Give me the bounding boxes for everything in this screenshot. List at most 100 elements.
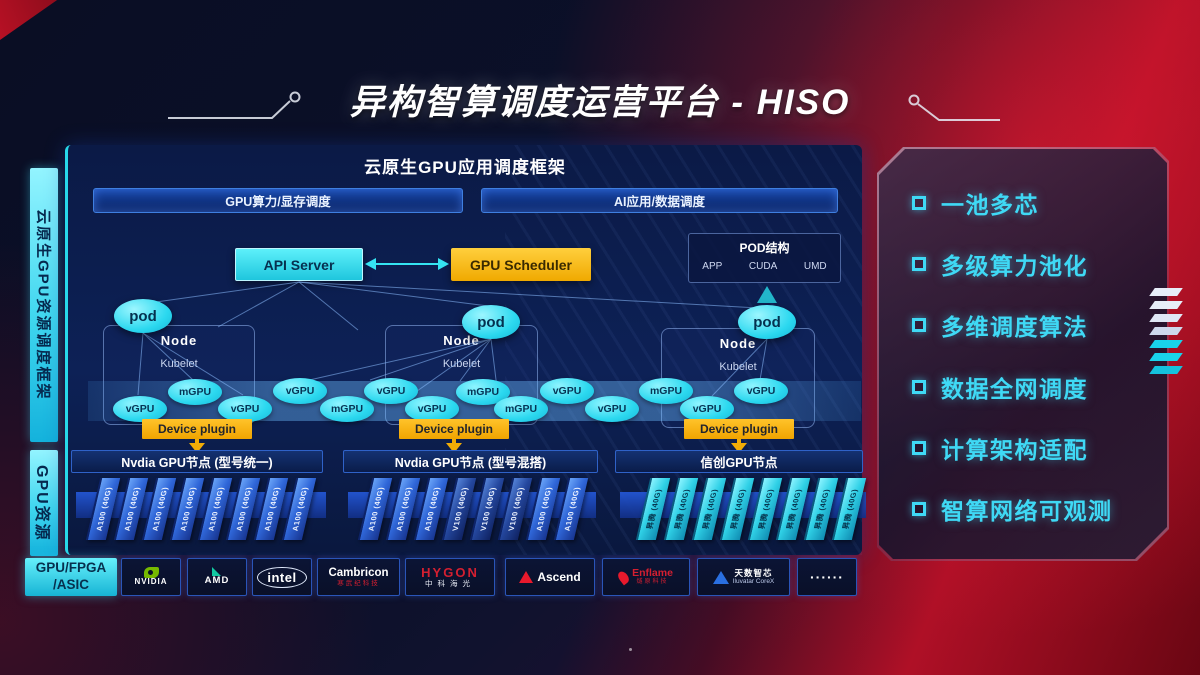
amd-icon [212,567,222,577]
feature-label: 数据全网调度 [941,375,1088,402]
gpu-card-label: A100 (40G) [290,486,310,532]
vendor-subname: 燧原科技 [636,579,669,586]
square-bullet-icon [912,440,926,455]
gpu-card-label: A100 (40G) [366,486,386,532]
feature-item: 多级算力池化 [912,247,1162,281]
gpu-card-label: 昇腾 (40G) [700,488,720,530]
gpu-card-label: A100 (40G) [234,486,254,532]
gpu-card-label: V100 (40G) [506,487,526,531]
vendor-name: Ascend [537,570,581,584]
square-bullet-icon [912,257,926,272]
gpu-ellipse: mGPU [168,379,222,405]
feature-panel [879,149,1167,559]
hazard-stripe [1149,314,1183,322]
gpu-scheduler-box: GPU Scheduler [451,248,591,281]
gpu-card-label: A100 (40G) [534,486,554,532]
vendor-tile-intel: intel [252,558,312,596]
device-plugin-1: Device plugin [142,419,252,439]
pod-ellipse-1: pod [114,299,172,333]
gpu-node-bar-xinchuang: 信创GPU节点 [615,450,863,473]
vendor-more: ······ [810,569,844,585]
vendor-tile-hygon: HYGON 中科海光 [405,558,495,596]
pod-ellipse-3: pod [738,305,796,339]
pod-structure-item-cuda: CUDA [748,261,778,272]
gpu-ellipse: vGPU [680,396,734,422]
vendor-name: HYGON [421,564,479,580]
vendor-subname: 中科海光 [424,579,475,589]
node-label: Node [160,333,198,348]
gpu-card-label: A100 (40G) [262,486,282,532]
gpu-ellipse: vGPU [405,396,459,422]
vendor-name: intel [257,566,307,588]
gpu-card-label: 昇腾 (40G) [644,488,664,530]
feature-item: 数据全网调度 [912,370,1162,404]
vendor-name: Enflame [632,566,673,579]
kubelet-label: Kubelet [442,358,481,370]
gpu-fpga-label-line1: GPU/FPGA [35,560,107,576]
device-plugin-2: Device plugin [399,419,509,439]
vendor-name: 天数智芯 [734,567,773,578]
gpu-ellipse: vGPU [218,396,272,422]
feature-item: 一池多芯 [912,186,1162,220]
card-shelf-1 [76,492,326,518]
bar-gpu-compute-scheduling: GPU算力/显存调度 [93,188,463,213]
page-title: 异构智算调度运营平台 - HISO [349,83,851,122]
circuit-line-right-icon [908,94,1000,121]
gpu-card-label: A100 (40G) [94,486,114,532]
hazard-stripe [1149,288,1183,296]
feature-label: 计算架构适配 [941,436,1088,463]
pod-structure-title: POD结构 [739,241,790,255]
gpu-ellipse: mGPU [639,378,693,404]
gpu-card-label: A100 (40G) [422,486,442,532]
vendor-tile-nvidia: NVIDIA [121,558,181,596]
pod-structure-item-app: APP [702,261,723,272]
feature-label: 多维调度算法 [941,314,1088,341]
gpu-card-label: A100 (40G) [122,486,142,532]
feature-label: 智算网络可观测 [941,497,1113,524]
feature-item: 多维调度算法 [912,308,1162,342]
scheduler-panel: 云原生GPU应用调度框架 GPU算力/显存调度 AI应用/数据调度 [65,145,867,555]
gpu-ellipse: mGPU [494,396,548,422]
vendor-tile-enflame: Enflame 燧原科技 [602,558,690,596]
gpu-card-label: A100 (40G) [394,486,414,532]
left-label-framework: 云原生GPU资源调度框架 [30,168,58,442]
gpu-card-label: 昇腾 (40G) [812,488,832,530]
vendor-tile-iluvatar: 天数智芯 Iluvatar CoreX [697,558,790,596]
square-bullet-icon [912,318,926,333]
pod-structure-item-umd: UMD [803,261,827,272]
gpu-card-label: 昇腾 (40G) [672,488,692,530]
left-label-gpu-resources: GPU资源 [30,450,58,556]
hazard-stripe [1149,340,1183,348]
gpu-card-label: 昇腾 (40G) [840,488,860,530]
node-label: Node [443,333,480,348]
kubelet-label: Kubelet [160,358,198,370]
gpu-ellipse: vGPU [113,396,167,422]
gpu-card-label: 昇腾 (40G) [756,488,776,530]
feature-item: 计算架构适配 [912,431,1162,465]
gpu-ellipse: vGPU [364,378,418,404]
vendor-name: AMD [204,575,230,587]
api-server-box: API Server [235,248,363,281]
ascend-icon [519,571,534,583]
gpu-ellipse: vGPU [734,378,788,404]
hazard-stripes-decoration [1149,288,1183,379]
hazard-stripe [1149,353,1183,361]
gpu-card-label: 昇腾 (40G) [784,488,804,530]
vendor-subname: Iluvatar CoreX [732,578,775,586]
gpu-ellipse: vGPU [540,378,594,404]
vendor-tile-dots: ······ [797,558,857,596]
vendor-name: NVIDIA [134,577,168,587]
vendor-subname: 寒武纪科技 [337,579,380,587]
gpu-card-label: V100 (40G) [478,487,498,531]
gpu-node-bar-mixed: Nvdia GPU节点 (型号混搭) [343,450,598,473]
square-bullet-icon [912,501,926,516]
hazard-stripe [1149,301,1183,309]
feature-item: 智算网络可观测 [912,492,1162,526]
vendor-name: Cambricon [328,567,389,580]
vendor-tile-cambricon: Cambricon 寒武纪科技 [317,558,400,596]
iluvatar-icon [712,570,729,584]
square-bullet-icon [912,196,926,210]
gpu-fpga-label-line2: /ASIC [52,577,89,592]
gpu-ellipse: vGPU [273,378,327,404]
